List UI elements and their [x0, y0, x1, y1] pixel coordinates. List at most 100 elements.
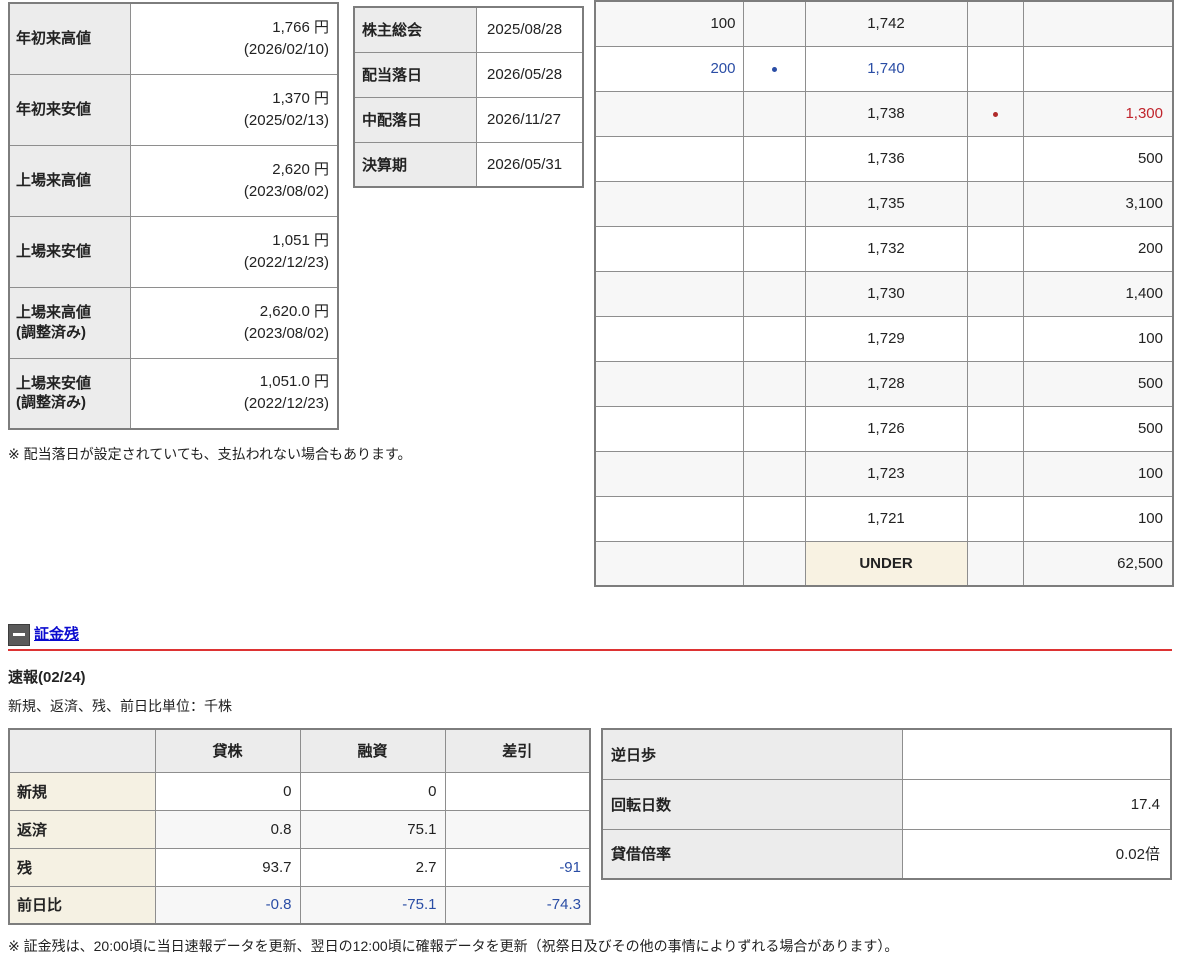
sell-qty-cell: [594, 135, 744, 182]
sell-qty-cell: 100: [594, 0, 744, 47]
sell-qty-cell: [594, 450, 744, 497]
margin-row-label: 前日比: [8, 885, 156, 925]
sell-marker-cell: [742, 225, 806, 272]
buy-qty-cell: 100: [1022, 450, 1174, 497]
sell-qty-cell: 200: [594, 45, 744, 92]
schedule-label: 株主総会: [353, 6, 477, 53]
price-history-label: 年初来安値: [16, 100, 92, 118]
orderbook-row: 1,729 100: [594, 315, 1174, 362]
price-history-row: 上場来安値 (調整済み) 1,051.0 円 (2022/12/23): [8, 357, 339, 430]
orderbook-row: 100 1,742: [594, 0, 1174, 47]
orderbook-row: 1,728 500: [594, 360, 1174, 407]
orderbook-row: 1,732 200: [594, 225, 1174, 272]
margin-value-cell: [444, 771, 591, 811]
price-cell: 1,729: [804, 315, 968, 362]
sell-marker-cell: [742, 45, 806, 92]
buy-qty-cell: 500: [1022, 360, 1174, 407]
price-history-row: 年初来安値 1,370 円 (2025/02/13): [8, 73, 339, 146]
margin-section-link[interactable]: 証金残: [34, 626, 80, 643]
price-history-value: 1,051.0 円: [259, 373, 329, 391]
margin-value-cell: -75.1: [299, 885, 446, 925]
info-row: 逆日歩: [601, 728, 1172, 780]
price-history-value-cell: 1,051.0 円 (2022/12/23): [130, 357, 339, 430]
sell-qty-cell: [594, 315, 744, 362]
margin-value-cell: 93.7: [154, 847, 301, 887]
price-cell: 1,735: [804, 180, 968, 227]
schedule-value: 2026/05/31: [476, 141, 584, 188]
orderbook-row: 1,721 100: [594, 495, 1174, 542]
price-history-label-sub: (調整済み): [16, 394, 86, 412]
minus-icon: [13, 633, 25, 636]
price-cell: 1,726: [804, 405, 968, 452]
buy-qty-cell: [1022, 45, 1174, 92]
price-cell: 1,728: [804, 360, 968, 407]
sell-marker-cell: [742, 540, 806, 587]
buy-marker-cell: [966, 405, 1024, 452]
sell-qty-cell: [594, 180, 744, 227]
margin-value-cell: 0: [154, 771, 301, 811]
schedule-value: 2026/05/28: [476, 51, 584, 98]
schedule-value: 2025/08/28: [476, 6, 584, 53]
sell-marker-cell: [742, 495, 806, 542]
sell-marker-cell: [742, 315, 806, 362]
sell-qty-cell: [594, 540, 744, 587]
sell-marker-cell: [742, 405, 806, 452]
buy-qty-cell: 500: [1022, 405, 1174, 452]
buy-marker-cell: [966, 180, 1024, 227]
price-cell: 1,738: [804, 90, 968, 137]
price-history-label: 上場来高値: [16, 171, 92, 189]
price-history-value-cell: 1,370 円 (2025/02/13): [130, 73, 339, 146]
quote-marker-dot: [771, 66, 777, 72]
margin-row-label: 残: [8, 847, 156, 887]
price-history-value: 2,620 円: [272, 160, 329, 178]
buy-qty-cell: 62,500: [1022, 540, 1174, 587]
price-cell: 1,723: [804, 450, 968, 497]
price-history-table: 年初来高値 1,766 円 (2026/02/10) 年初来安値 1,370 円 (202…: [8, 2, 339, 430]
price-history-date: (2026/02/10): [243, 40, 329, 58]
orderbook-row: 1,738 1,300: [594, 90, 1174, 137]
price-history-row: 上場来高値 (調整済み) 2,620.0 円 (2023/08/02): [8, 286, 339, 359]
schedule-row: 決算期 2026/05/31: [353, 141, 584, 188]
orderbook-table: 100 1,742 200 1,740 1,738 1,300 1,736 500 1,735 3…: [594, 0, 1174, 587]
price-history-value: 2,620.0 円: [259, 302, 329, 320]
buy-qty-cell: [1022, 0, 1174, 47]
quote-marker-dot: [992, 111, 998, 117]
schedule-table: 株主総会 2025/08/28 配当落日 2026/05/28 中配落日 2026/11/…: [353, 6, 584, 188]
buy-marker-cell: [966, 225, 1024, 272]
margin-value-cell: 0.8: [154, 809, 301, 849]
price-history-value: 1,051 円: [272, 231, 329, 249]
sell-marker-cell: [742, 135, 806, 182]
price-history-label-cell: 年初来安値: [8, 73, 131, 146]
price-cell: 1,736: [804, 135, 968, 182]
margin-value-cell: 0: [299, 771, 446, 811]
buy-marker-cell: [966, 450, 1024, 497]
margin-value-cell: [444, 809, 591, 849]
info-label: 回転日数: [601, 778, 903, 830]
sell-qty-cell: [594, 270, 744, 317]
margin-row: 新規 0 0: [8, 771, 591, 811]
sell-marker-cell: [742, 90, 806, 137]
buy-qty-cell: 100: [1022, 495, 1174, 542]
info-label: 貸借倍率: [601, 828, 903, 880]
info-value: 0.02倍: [902, 828, 1172, 880]
margin-row: 返済 0.8 75.1: [8, 809, 591, 849]
buy-marker-cell: [966, 135, 1024, 182]
price-history-value-cell: 1,766 円 (2026/02/10): [130, 2, 339, 75]
schedule-label: 決算期: [353, 141, 477, 188]
price-history-label-cell: 上場来高値 (調整済み): [8, 286, 131, 359]
sell-marker-cell: [742, 450, 806, 497]
orderbook-row: 1,735 3,100: [594, 180, 1174, 227]
sell-qty-cell: [594, 90, 744, 137]
buy-marker-cell: [966, 315, 1024, 362]
price-history-label-cell: 上場来高値: [8, 144, 131, 217]
buy-marker-cell: [966, 540, 1024, 587]
collapse-toggle-button[interactable]: [8, 624, 30, 646]
buy-marker-cell: [966, 0, 1024, 47]
price-history-date: (2022/12/23): [243, 395, 329, 413]
price-history-row: 上場来高値 2,620 円 (2023/08/02): [8, 144, 339, 217]
margin-value-cell: -91: [444, 847, 591, 887]
price-history-date: (2023/08/02): [243, 182, 329, 200]
orderbook-row: UNDER 62,500: [594, 540, 1174, 587]
update-note: ※ 証金残は、20:00頃に当日速報データを更新、翌日の12:00頃に確報データ…: [8, 938, 899, 954]
